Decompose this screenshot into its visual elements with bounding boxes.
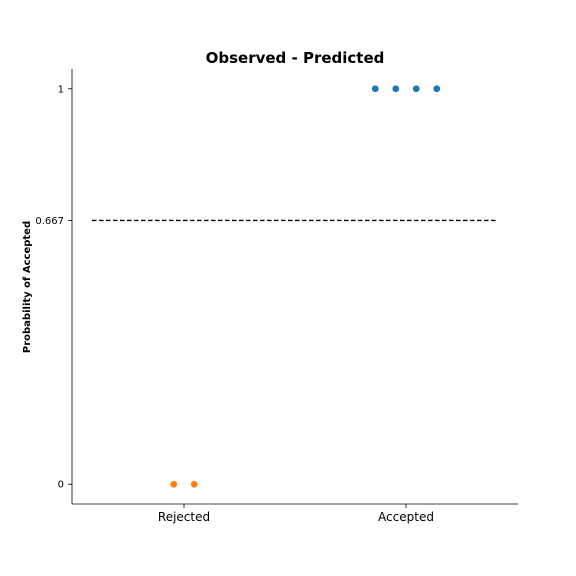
x-tick-label: Rejected [158,510,210,524]
data-point-accepted [433,85,441,93]
x-tick-label: Accepted [378,510,434,524]
data-point-rejected [190,480,198,488]
data-points [170,85,441,488]
chart-title: Observed - Predicted [206,49,385,67]
y-tick-label: 0 [58,480,64,491]
axis-ticks: 0 0.667 1 Rejected Accepted [35,84,434,524]
data-point-rejected [170,480,178,488]
data-point-accepted [392,85,400,93]
data-point-accepted [371,85,379,93]
y-tick-label: 0.667 [35,216,64,227]
y-axis-label: Probability of Accepted [22,221,33,353]
data-point-accepted [412,85,420,93]
y-tick-label: 1 [58,84,64,95]
